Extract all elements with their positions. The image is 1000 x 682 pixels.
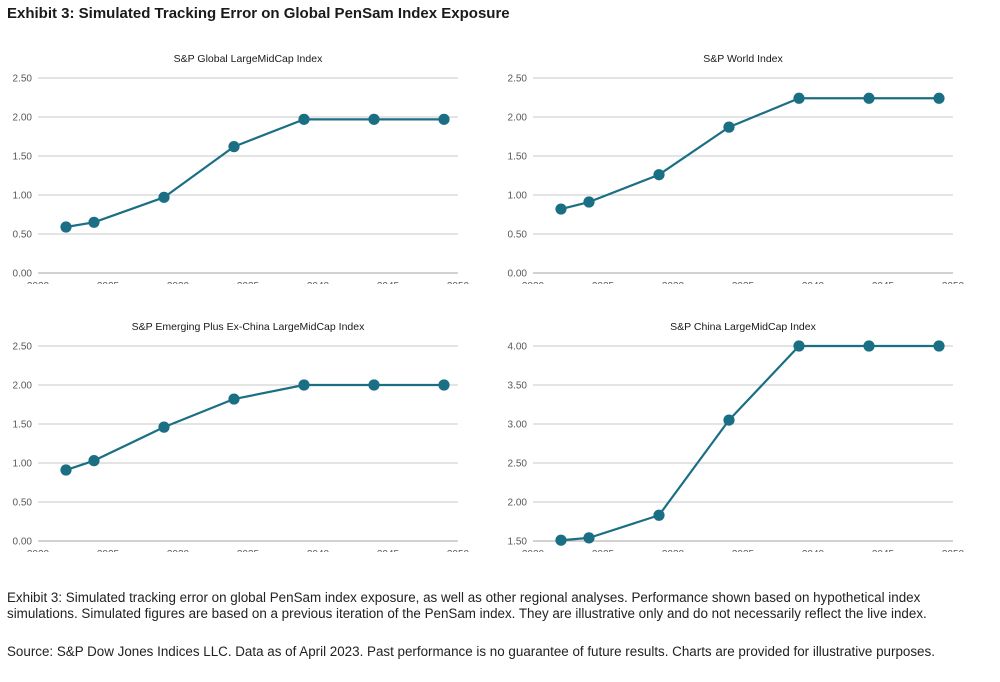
x-tick-label: 2045 <box>377 281 400 284</box>
data-point <box>228 393 240 405</box>
chart-title: S&P World Index <box>703 53 783 65</box>
data-point <box>793 92 805 104</box>
x-tick-label: 2030 <box>662 549 685 552</box>
y-tick-label: 0.00 <box>508 269 528 280</box>
data-point <box>793 340 805 352</box>
x-tick-label: 2045 <box>872 281 895 284</box>
chart-china-largemidcap: S&P China LargeMidCap Index 1.50 2.00 2.50 3… <box>495 312 975 552</box>
x-tick-label: 2025 <box>97 281 120 284</box>
x-tick-label: 2050 <box>942 549 965 552</box>
x-tick-label: 2030 <box>662 281 685 284</box>
y-tick-label: 3.00 <box>508 420 528 431</box>
data-point <box>368 379 380 391</box>
data-point <box>438 379 450 391</box>
y-tick-label: 3.50 <box>508 381 528 392</box>
x-tick-label: 2035 <box>732 549 755 552</box>
x-tick-label: 2045 <box>377 549 400 552</box>
y-tick-label: 2.50 <box>508 74 528 85</box>
chart-emerging-ex-china: S&P Emerging Plus Ex-China LargeMidCap I… <box>0 312 480 552</box>
data-point <box>60 221 72 233</box>
data-point <box>158 421 170 433</box>
x-tick-label: 2020 <box>522 281 545 284</box>
y-tick-label: 2.00 <box>13 113 33 124</box>
x-tick-label: 2050 <box>447 281 470 284</box>
x-tick-label: 2020 <box>27 281 50 284</box>
data-point <box>863 92 875 104</box>
data-point <box>653 169 665 181</box>
chart-global-largemidcap: S&P Global LargeMidCap Index 0.00 0.50 1.00… <box>0 44 480 284</box>
data-point <box>368 113 380 125</box>
x-tick-label: 2035 <box>732 281 755 284</box>
x-tick-label: 2040 <box>802 281 825 284</box>
y-tick-label: 2.50 <box>13 74 33 85</box>
x-tick-label: 2050 <box>447 549 470 552</box>
data-point <box>158 191 170 203</box>
data-point <box>88 216 100 228</box>
y-tick-label: 1.50 <box>508 537 528 548</box>
data-point <box>863 340 875 352</box>
series-line <box>65 118 444 229</box>
x-tick-label: 2020 <box>522 549 545 552</box>
x-tick-label: 2035 <box>237 549 260 552</box>
chart-world: S&P World Index 0.00 0.50 1.00 1.50 2.00 2.50 2… <box>495 44 975 284</box>
chart-svg: S&P Emerging Plus Ex-China LargeMidCap I… <box>13 321 470 552</box>
y-tick-label: 1.00 <box>13 459 33 470</box>
data-point <box>723 121 735 133</box>
data-point <box>298 113 310 125</box>
chart-title: S&P Global LargeMidCap Index <box>174 53 323 65</box>
chart-title: S&P Emerging Plus Ex-China LargeMidCap I… <box>132 321 365 333</box>
x-tick-label: 2025 <box>97 549 120 552</box>
y-tick-label: 0.50 <box>13 230 33 241</box>
y-tick-label: 2.50 <box>13 342 33 353</box>
y-tick-label: 2.00 <box>508 113 528 124</box>
data-point <box>298 379 310 391</box>
data-point <box>933 340 945 352</box>
data-point <box>583 532 595 544</box>
chart-svg: S&P China LargeMidCap Index 1.50 2.00 2.50 3… <box>508 321 965 552</box>
y-tick-label: 1.50 <box>508 152 528 163</box>
y-tick-label: 1.00 <box>13 191 33 202</box>
data-point <box>60 464 72 476</box>
y-tick-label: 2.00 <box>508 498 528 509</box>
x-tick-label: 2025 <box>592 549 615 552</box>
exhibit-caption: Exhibit 3: Simulated tracking error on g… <box>7 590 927 621</box>
x-tick-label: 2020 <box>27 549 50 552</box>
y-tick-label: 0.00 <box>13 269 33 280</box>
y-tick-label: 1.50 <box>13 420 33 431</box>
exhibit-title: Exhibit 3: Simulated Tracking Error on G… <box>7 5 510 22</box>
x-tick-label: 2040 <box>802 549 825 552</box>
source-note: Source: S&P Dow Jones Indices LLC. Data … <box>7 644 935 659</box>
data-point <box>555 203 567 215</box>
data-point <box>933 92 945 104</box>
x-tick-label: 2030 <box>167 549 190 552</box>
chart-svg: S&P World Index 0.00 0.50 1.00 1.50 2.00 2.50 2… <box>508 53 965 284</box>
y-tick-label: 0.00 <box>13 537 33 548</box>
series-line <box>560 97 939 211</box>
x-tick-label: 2045 <box>872 549 895 552</box>
data-point <box>723 414 735 426</box>
y-tick-label: 2.00 <box>13 381 33 392</box>
data-point <box>653 509 665 521</box>
data-point <box>88 455 100 467</box>
x-tick-label: 2040 <box>307 549 330 552</box>
chart-title: S&P China LargeMidCap Index <box>670 321 816 333</box>
data-point <box>438 113 450 125</box>
y-tick-label: 4.00 <box>508 342 528 353</box>
x-tick-label: 2025 <box>592 281 615 284</box>
data-point <box>228 141 240 153</box>
y-tick-label: 1.50 <box>13 152 33 163</box>
data-point <box>555 534 567 546</box>
y-tick-label: 0.50 <box>508 230 528 241</box>
x-tick-label: 2050 <box>942 281 965 284</box>
y-tick-label: 1.00 <box>508 191 528 202</box>
series-line <box>560 344 939 542</box>
x-tick-label: 2030 <box>167 281 190 284</box>
data-point <box>583 196 595 208</box>
x-tick-label: 2035 <box>237 281 260 284</box>
x-tick-label: 2040 <box>307 281 330 284</box>
series-line <box>65 383 444 472</box>
y-tick-label: 0.50 <box>13 498 33 509</box>
chart-svg: S&P Global LargeMidCap Index 0.00 0.50 1.00… <box>13 53 470 284</box>
y-tick-label: 2.50 <box>508 459 528 470</box>
